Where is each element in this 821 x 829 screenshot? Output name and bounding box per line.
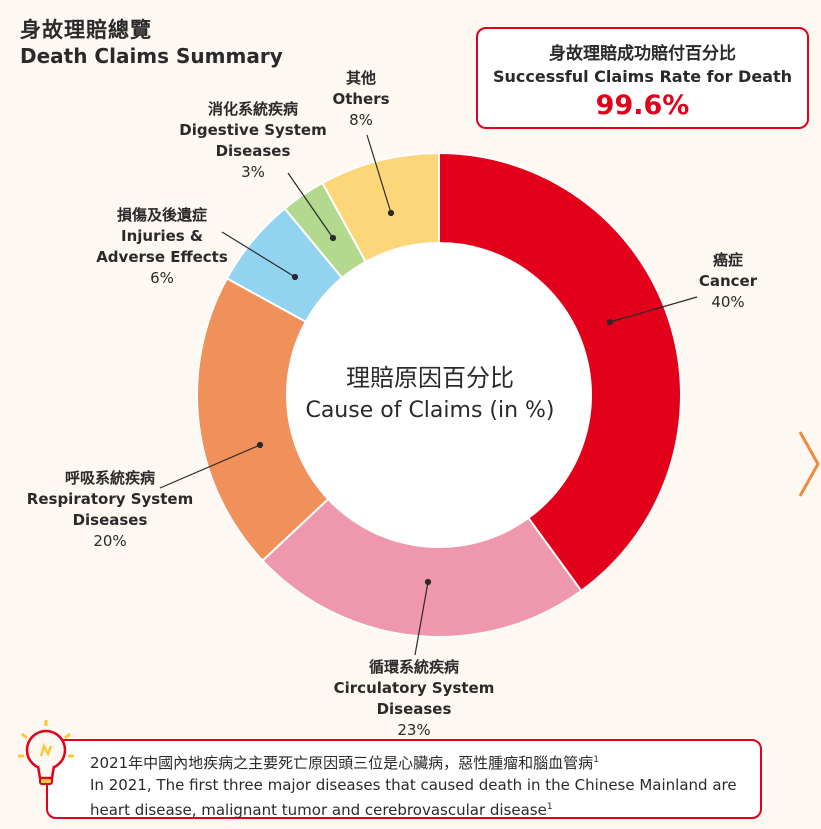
label-cancer-pct: 40% [711, 293, 745, 311]
label-injuries-en2: Adverse Effects [96, 248, 228, 266]
chevron-right-icon[interactable] [796, 430, 821, 502]
label-respiratory-pct: 20% [93, 532, 127, 550]
note-footnote-zh: 1 [593, 755, 599, 765]
label-cancer-zh: 癌症 [712, 251, 743, 269]
rate-value: 99.6% [595, 90, 690, 121]
label-respiratory-en1: Respiratory System [26, 490, 194, 508]
page-title-zh: 身故理賠總覽 [20, 18, 152, 42]
note-text-zh: 2021年中國內地疾病之主要死亡原因頭三位是心臟病，惡性腫瘤和腦血管病 [90, 754, 594, 772]
label-digestive-en2: Diseases [215, 142, 291, 160]
label-others-zh: 其他 [345, 69, 376, 87]
rate-label-en: Successful Claims Rate for Death [492, 67, 793, 86]
lightbulb-icon [14, 716, 78, 800]
note-line-en2: heart disease, malignant tumor and cereb… [90, 796, 750, 821]
note-line-en1: In 2021, The first three major diseases … [90, 776, 737, 794]
note-footnote-en: 1 [546, 802, 553, 812]
label-digestive-zh: 消化系統疾病 [207, 100, 298, 118]
label-circulatory-pct: 23% [397, 721, 431, 739]
page-title-en: Death Claims Summary [20, 44, 283, 68]
label-others-en: Others [332, 90, 390, 108]
label-circulatory-en: Circulatory System Diseases [333, 679, 495, 718]
label-injuries-zh: 損傷及後遺症 [116, 206, 207, 224]
label-injuries-en1: Injuries & [120, 227, 204, 245]
leader-dot-digestive [329, 234, 337, 242]
leader-dot-injuries [291, 273, 299, 281]
label-circulatory: 循環系統疾病 Circulatory System Diseases 23% [294, 657, 534, 741]
donut-slices [196, 151, 682, 638]
label-respiratory: 呼吸系統疾病 Respiratory System Diseases 20% [22, 468, 198, 552]
label-digestive-en1: Digestive System [179, 121, 327, 139]
slice-others [321, 151, 440, 264]
leader-dot-respiratory [256, 441, 264, 449]
label-others: 其他 Others 8% [321, 68, 401, 131]
label-injuries: 損傷及後遺症 Injuries & Adverse Effects 6% [92, 205, 232, 289]
label-injuries-pct: 6% [150, 269, 174, 287]
label-digestive-pct: 3% [241, 163, 265, 181]
label-cancer: 癌症 Cancer 40% [690, 250, 766, 313]
label-respiratory-zh: 呼吸系統疾病 [64, 469, 155, 487]
label-digestive: 消化系統疾病 Digestive System Diseases 3% [176, 99, 330, 183]
label-others-pct: 8% [349, 111, 373, 129]
note-text-en2: heart disease, malignant tumor and cereb… [90, 801, 547, 819]
success-rate-box: 身故理賠成功賠付百分比 Successful Claims Rate for D… [476, 27, 809, 129]
center-label-en: Cause of Claims (in %) [305, 398, 555, 423]
leader-circulatory [414, 581, 429, 656]
leader-respiratory [159, 444, 261, 489]
leader-others [366, 134, 392, 214]
leader-dot-others [387, 209, 395, 217]
leader-digestive [287, 172, 334, 239]
leader-lines [159, 134, 698, 656]
label-cancer-en: Cancer [698, 272, 758, 290]
label-circulatory-zh: 循環系統疾病 [368, 658, 459, 676]
note-box: 2021年中國內地疾病之主要死亡原因頭三位是心臟病，惡性腫瘤和腦血管病1 In … [46, 739, 762, 819]
center-label-zh: 理賠原因百分比 [346, 364, 514, 392]
rate-label-zh: 身故理賠成功賠付百分比 [549, 44, 736, 64]
label-respiratory-en2: Diseases [72, 511, 148, 529]
note-line-zh: 2021年中國內地疾病之主要死亡原因頭三位是心臟病，惡性腫瘤和腦血管病1 [90, 749, 750, 774]
leader-dot-cancer [606, 318, 614, 326]
donut-hole [287, 243, 591, 547]
leader-cancer [609, 296, 698, 323]
leader-dot-circulatory [424, 578, 432, 586]
leader-injuries [221, 231, 296, 278]
